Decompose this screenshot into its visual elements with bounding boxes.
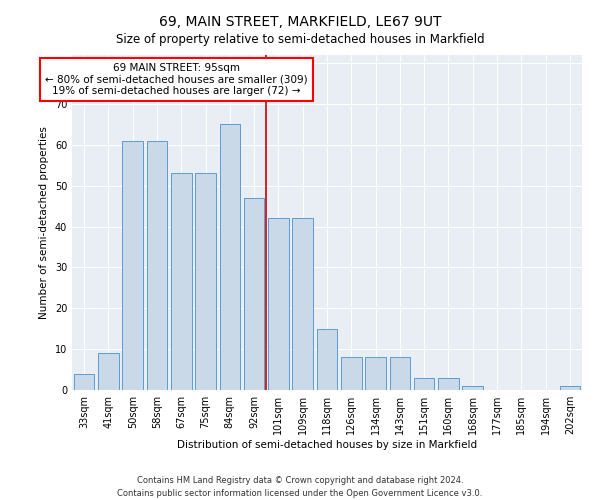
Text: Size of property relative to semi-detached houses in Markfield: Size of property relative to semi-detach… xyxy=(116,32,484,46)
Text: 69, MAIN STREET, MARKFIELD, LE67 9UT: 69, MAIN STREET, MARKFIELD, LE67 9UT xyxy=(159,15,441,29)
Bar xyxy=(560,386,580,390)
Bar xyxy=(195,174,216,390)
Text: 69 MAIN STREET: 95sqm
← 80% of semi-detached houses are smaller (309)
19% of sem: 69 MAIN STREET: 95sqm ← 80% of semi-deta… xyxy=(45,63,308,96)
Bar xyxy=(438,378,459,390)
Y-axis label: Number of semi-detached properties: Number of semi-detached properties xyxy=(39,126,49,319)
X-axis label: Distribution of semi-detached houses by size in Markfield: Distribution of semi-detached houses by … xyxy=(177,440,477,450)
Bar xyxy=(122,141,143,390)
Text: Contains HM Land Registry data © Crown copyright and database right 2024.
Contai: Contains HM Land Registry data © Crown c… xyxy=(118,476,482,498)
Bar xyxy=(463,386,483,390)
Bar xyxy=(341,358,362,390)
Bar xyxy=(220,124,240,390)
Bar xyxy=(244,198,265,390)
Bar xyxy=(74,374,94,390)
Bar xyxy=(414,378,434,390)
Bar xyxy=(365,358,386,390)
Bar xyxy=(268,218,289,390)
Bar xyxy=(98,353,119,390)
Bar xyxy=(317,328,337,390)
Bar xyxy=(171,174,191,390)
Bar xyxy=(389,358,410,390)
Bar xyxy=(146,141,167,390)
Bar xyxy=(292,218,313,390)
